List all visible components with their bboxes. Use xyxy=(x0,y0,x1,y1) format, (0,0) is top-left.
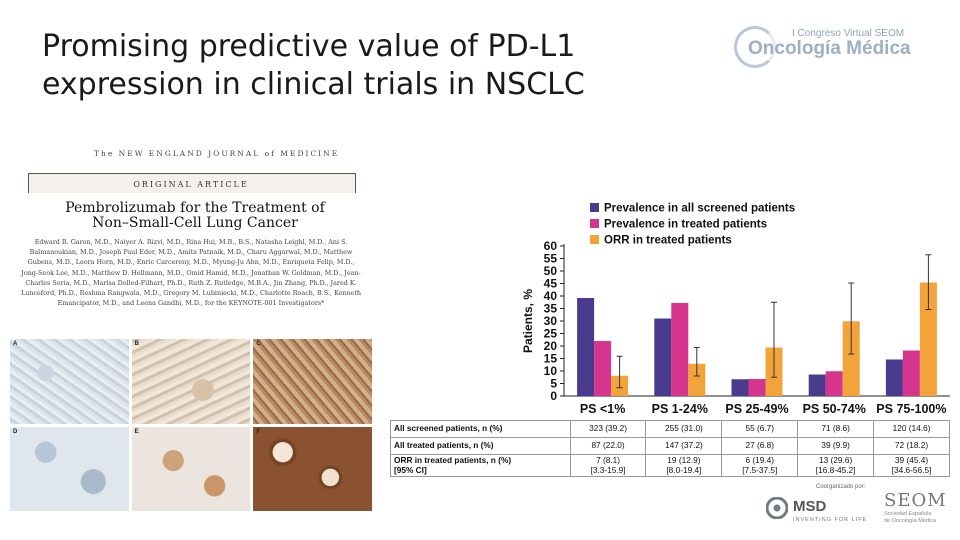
histology-panels: A B C D E F xyxy=(10,339,372,511)
row-label: All screened patients, n (%) xyxy=(390,420,571,438)
histology-panel: B xyxy=(131,339,251,424)
bar xyxy=(688,363,706,396)
y-tick-label: 45 xyxy=(544,277,558,291)
table-row: ORR in treated patients, n (%) [95% CI] … xyxy=(390,453,950,478)
histology-panel: C xyxy=(253,339,372,424)
y-tick-label: 40 xyxy=(544,289,558,303)
journal-name: The NEW ENGLAND JOURNAL of MEDICINE xyxy=(94,149,340,158)
bar xyxy=(671,303,689,396)
bar xyxy=(808,374,826,396)
article-title: Pembrolizumab for the Treatment of Non–S… xyxy=(65,200,325,232)
y-axis-label: Patients, % xyxy=(521,289,535,353)
bar xyxy=(919,282,937,396)
y-tick-label: 50 xyxy=(544,264,558,278)
congress-logo-line2: Oncología Médica xyxy=(748,38,911,59)
seom-subtitle: Sociedad Española de Oncología Médica xyxy=(884,511,936,524)
y-tick-label: 20 xyxy=(544,339,558,353)
table-cell: 147 (37.2) xyxy=(645,437,723,455)
table-cell: 71 (8.6) xyxy=(797,420,875,438)
bar xyxy=(594,341,612,396)
histology-panel: E xyxy=(131,426,251,511)
msd-tagline: INVENTING FOR LIFE xyxy=(793,517,868,523)
x-tick-label: PS <1% xyxy=(580,402,626,416)
x-tick-label: PS 25-49% xyxy=(725,402,788,416)
y-tick-label: 10 xyxy=(544,364,558,378)
legend-swatch xyxy=(590,203,599,212)
x-tick-label: PS 50-74% xyxy=(803,402,866,416)
y-tick-label: 55 xyxy=(544,252,558,266)
legend-label: Prevalence in treated patients xyxy=(604,219,767,231)
table-cell: 87 (22.0) xyxy=(569,437,647,455)
y-tick-label: 0 xyxy=(550,389,557,403)
seom-logo: SEOM Sociedad Española de Oncología Médi… xyxy=(884,490,954,534)
panel-label: B xyxy=(134,341,139,347)
bar xyxy=(885,359,903,396)
histology-panel: A xyxy=(10,339,129,424)
article-figure: The NEW ENGLAND JOURNAL of MEDICINE ORIG… xyxy=(10,145,372,511)
legend-swatch xyxy=(590,235,599,244)
x-tick-label: PS 1-24% xyxy=(652,402,708,416)
article-header-frame xyxy=(28,173,356,193)
panel-label: A xyxy=(13,341,18,347)
histology-panel: F xyxy=(253,426,372,511)
table-cell: 19 (12.9) [8.0-19.4] xyxy=(645,453,723,478)
msd-mark-icon xyxy=(766,497,788,519)
table-cell: 72 (18.2) xyxy=(873,437,950,455)
bar xyxy=(731,379,749,396)
panel-label: E xyxy=(134,428,139,435)
slide-title: Promising predictive value of PD-L1 expr… xyxy=(42,29,585,102)
table-cell: 13 (29.6) [16.8-45.2] xyxy=(797,453,875,478)
table-cell: 120 (14.6) xyxy=(873,420,950,438)
row-label: ORR in treated patients, n (%) [95% CI] xyxy=(390,453,571,478)
legend-label: Prevalence in all screened patients xyxy=(604,203,795,215)
article-authors: Edward B. Garon, M.D., Naiyer A. Rizvi, … xyxy=(20,238,362,308)
organized-by-label: Coorganizado por: xyxy=(816,484,866,490)
panel-label: D xyxy=(13,428,18,435)
x-tick-label: PS 75-100% xyxy=(876,402,946,416)
y-tick-label: 60 xyxy=(544,239,558,253)
table-cell: 39 (9.9) xyxy=(797,437,875,455)
data-table: All screened patients, n (%) 323 (39.2) … xyxy=(390,420,950,478)
msd-name: MSD xyxy=(793,498,827,515)
table-row: All screened patients, n (%) 323 (39.2) … xyxy=(390,420,950,438)
table-cell: 323 (39.2) xyxy=(569,420,647,438)
panel-label: C xyxy=(256,341,261,347)
bar xyxy=(577,298,595,396)
histology-panel: D xyxy=(10,426,129,511)
article-kind: ORIGINAL ARTICLE xyxy=(133,180,249,189)
table-cell: 7 (8.1) [3.3-15.9] xyxy=(569,453,647,478)
panel-label: F xyxy=(256,428,260,435)
y-tick-label: 5 xyxy=(550,377,557,391)
seom-name: SEOM xyxy=(884,490,947,511)
legend-swatch xyxy=(590,219,599,228)
bar xyxy=(842,321,860,396)
congress-logo: I Congreso Virtual SEOM Oncología Médica xyxy=(734,24,946,72)
bar xyxy=(902,350,920,396)
msd-logo: MSD INVENTING FOR LIFE xyxy=(766,494,866,530)
y-tick-label: 15 xyxy=(544,352,558,366)
table-cell: 6 (19.4) [7.5-37.5] xyxy=(721,453,799,478)
bar-chart: Prevalence in all screened patients Preva… xyxy=(521,203,950,416)
row-label: All treated patients, n (%) xyxy=(390,437,571,455)
bar xyxy=(748,379,766,396)
table-cell: 39 (45.4) [34.6-56.5] xyxy=(873,453,950,478)
bar xyxy=(825,371,843,396)
y-tick-label: 30 xyxy=(544,314,558,328)
bar xyxy=(654,318,672,396)
congress-logo-mark xyxy=(734,26,776,68)
y-tick-label: 25 xyxy=(544,327,558,341)
legend-label: ORR in treated patients xyxy=(604,235,732,247)
table-row: All treated patients, n (%) 87 (22.0) 14… xyxy=(390,437,950,455)
table-cell: 27 (6.8) xyxy=(721,437,799,455)
table-cell: 255 (31.0) xyxy=(645,420,723,438)
congress-logo-line1: I Congreso Virtual SEOM xyxy=(792,28,905,39)
table-cell: 55 (6.7) xyxy=(721,420,799,438)
y-tick-label: 35 xyxy=(544,302,558,316)
